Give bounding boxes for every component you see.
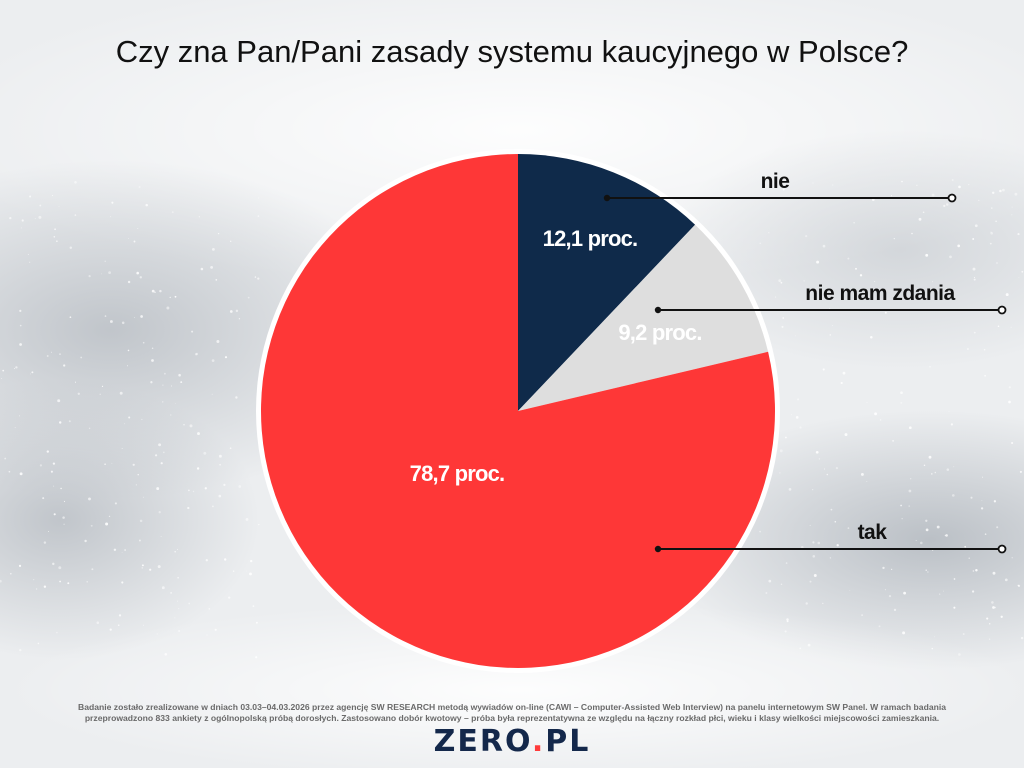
methodology-footnote: Badanie zostało zrealizowane w dniach 03… [20, 702, 1004, 724]
callout-start-dot-tak [654, 545, 662, 553]
footnote-line-2: przeprowadzono 833 ankiety z ogólnopolsk… [84, 713, 940, 723]
callout-end-dot-nie [947, 193, 957, 203]
pie-slice-tak [261, 154, 776, 668]
logo-dot: . [531, 724, 546, 759]
zero-pl-logo: ZERO.PL [0, 724, 1024, 759]
logo-part-2: PL [545, 724, 591, 759]
slice-value-label-nie: 12,1 proc. [543, 226, 638, 251]
callout-start-dot-nie [603, 194, 611, 202]
footnote-line-1: Badanie zostało zrealizowane w dniach 03… [77, 702, 947, 712]
slice-value-label-tak: 78,7 proc. [410, 461, 505, 486]
pie-slice-nie [518, 154, 696, 411]
slice-value-label-nie-mam-zdania: 9,2 proc. [618, 320, 701, 345]
callout-start-dot-nie-mam-zdania [654, 306, 662, 314]
callout-label-nie: nie [761, 170, 790, 193]
chart-title: Czy zna Pan/Pani zasady systemu kaucyjne… [115, 34, 909, 69]
pie-slice-nie-mam-zdania [518, 224, 769, 411]
logo-part-1: ZERO [433, 724, 532, 759]
callout-end-dot-nie-mam-zdania [997, 305, 1007, 315]
callout-label-tak: tak [858, 521, 888, 544]
callout-label-nie-mam-zdania: nie mam zdania [805, 282, 955, 305]
callout-end-dot-tak [997, 544, 1007, 554]
